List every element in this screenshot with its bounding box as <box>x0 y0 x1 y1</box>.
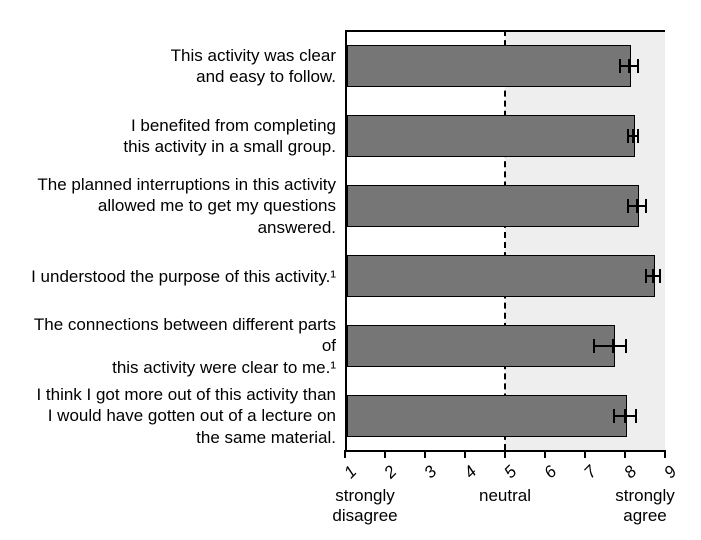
agree-shade <box>505 30 665 450</box>
bar <box>347 325 615 367</box>
item-label: I benefited from completing this activit… <box>18 115 336 158</box>
x-tick <box>544 450 546 458</box>
x-tick <box>464 450 466 458</box>
item-label: This activity was clear and easy to foll… <box>18 45 336 88</box>
x-tick <box>384 450 386 458</box>
item-label: I think I got more out of this activity … <box>18 384 336 448</box>
bar <box>347 115 635 157</box>
y-axis <box>345 30 347 450</box>
x-tick <box>344 450 346 458</box>
bar <box>347 395 627 437</box>
x-tick <box>624 450 626 458</box>
end-label-left: strongly disagree <box>305 486 425 527</box>
neutral-line <box>504 30 506 450</box>
item-label: I understood the purpose of this activit… <box>18 266 336 287</box>
item-label: The connections between different parts … <box>18 314 336 378</box>
bar <box>347 255 655 297</box>
x-tick <box>504 450 506 458</box>
likert-bar-chart: This activity was clear and easy to foll… <box>0 0 701 540</box>
x-tick <box>664 450 666 458</box>
bar <box>347 185 639 227</box>
x-tick <box>424 450 426 458</box>
bar <box>347 45 631 87</box>
x-tick <box>584 450 586 458</box>
item-label: The planned interruptions in this activi… <box>18 174 336 238</box>
end-label-center: neutral <box>445 486 565 506</box>
end-label-right: strongly agree <box>585 486 701 527</box>
